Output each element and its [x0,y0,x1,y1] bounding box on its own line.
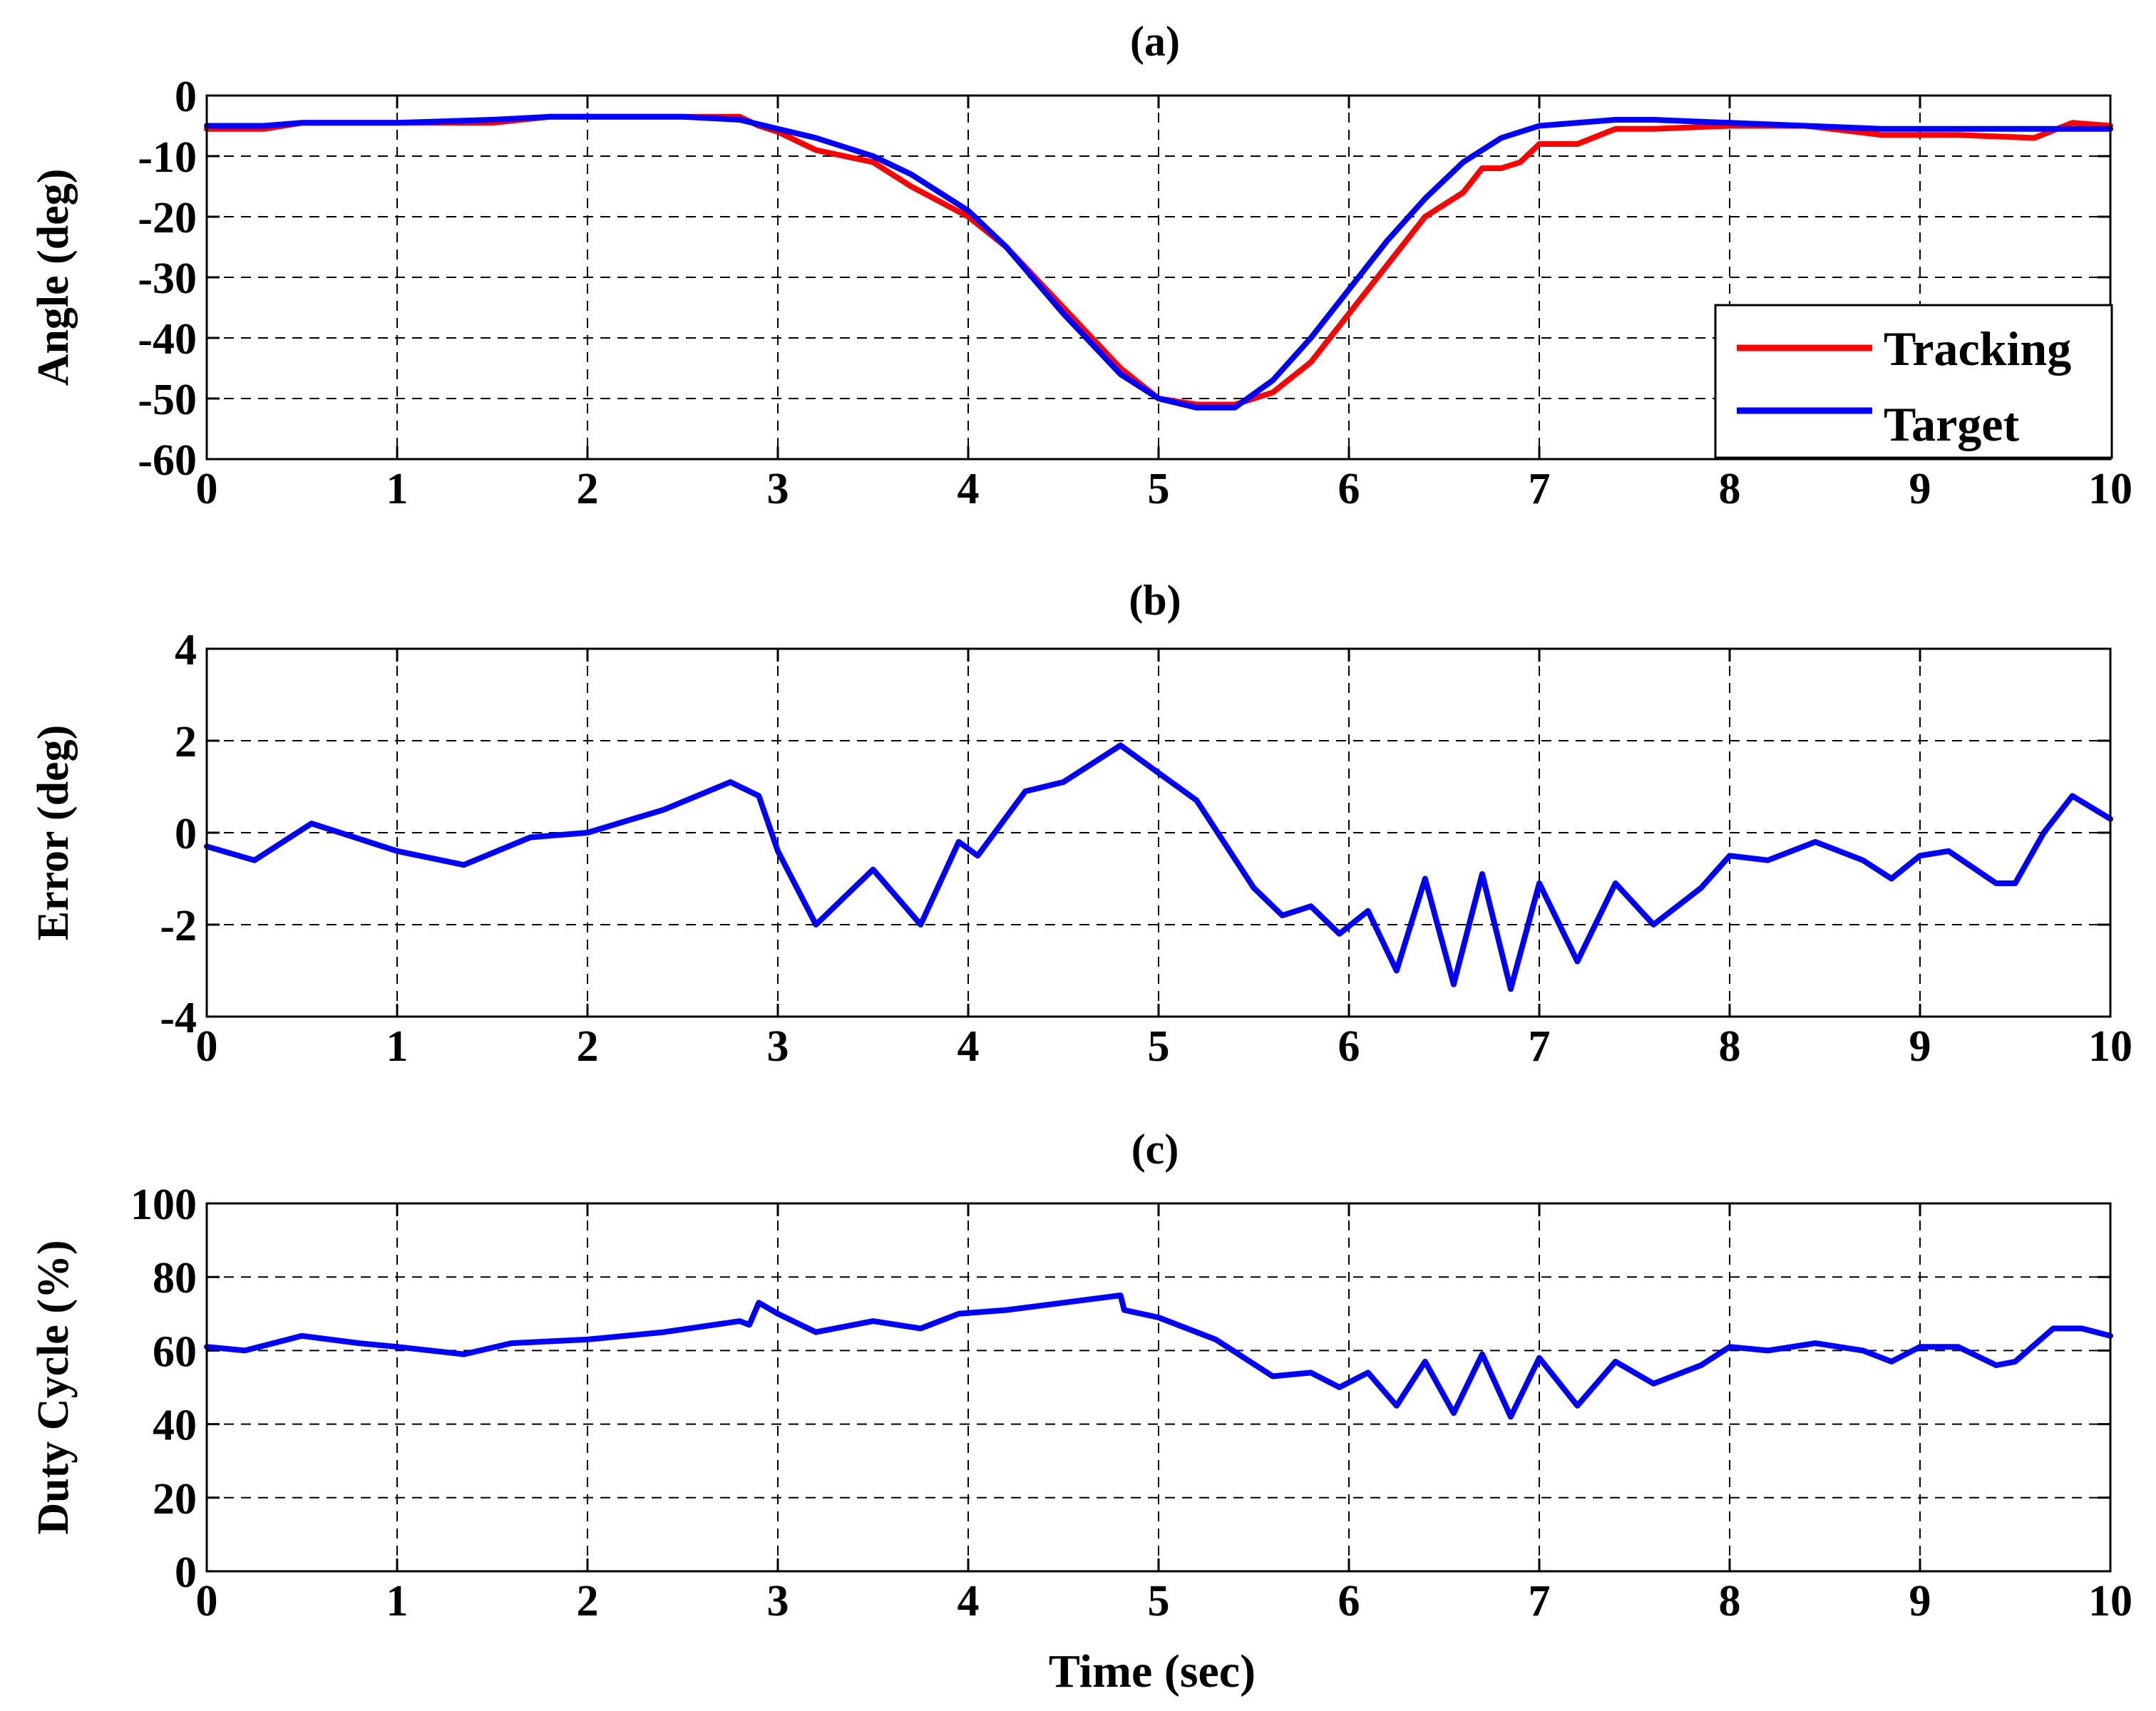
panel-b-xtick-label: 9 [1909,1022,1931,1071]
panel-c-ytick-label: 100 [130,1181,197,1229]
panel-b-xtick-label: 8 [1719,1022,1741,1071]
panel-a-xtick-label: 5 [1148,465,1170,513]
panel-a-title: (a) [1130,18,1180,65]
panel-c-xtick-label: 9 [1909,1577,1931,1625]
panel-a-xtick-label: 1 [386,465,409,513]
panel-b-ytick-label: -2 [160,902,197,950]
panel-a-xtick-label: 7 [1529,465,1551,513]
legend-box [1714,304,2113,459]
panel-a-xtick-label: 6 [1338,465,1360,513]
panel-b-xtick-label: 2 [577,1022,599,1071]
panel-b-ytick-label: -4 [160,994,197,1042]
panel-a-ytick-label: -30 [138,255,197,303]
panel-c-ytick-label: 20 [153,1475,197,1524]
panel-b-xtick-label: 4 [958,1022,980,1071]
panel-b-series-error-line [204,742,2113,992]
panel-a-ytick-label: -20 [138,194,197,242]
panel-c-xtick-label: 6 [1338,1577,1360,1625]
panel-b-ytick-label: 0 [175,810,197,858]
panel-a-xtick-label: 0 [196,465,218,513]
panel-a-xtick-label: 3 [767,465,789,513]
panel-c-ytick-label: 80 [153,1254,197,1302]
panel-c-axes-border [205,1202,2112,1573]
panel-b-ytick-label: 4 [175,626,197,674]
panel-c-xlabel: Time (sec) [1049,1645,1256,1697]
panel-c-xtick-label: 3 [767,1577,789,1625]
panel-b-title: (b) [1129,577,1181,624]
panel-a-ytick-label: -10 [138,133,197,182]
legend: Tracking Target [1714,304,2113,459]
panel-c-series-duty-cycle-line [204,1293,2113,1420]
panel-a-ytick-label: 0 [175,73,197,121]
panel-a-ytick-label: -40 [138,315,197,364]
panel-c-xtick-label: 4 [958,1577,980,1625]
panel-c-ytick-label: 60 [153,1327,197,1376]
panel-a-xtick-label: 10 [2088,465,2132,513]
panel-b-ylabel: Error (deg) [29,725,78,940]
panel-a-xtick-label: 9 [1909,465,1931,513]
panel-b-xtick-label: 10 [2088,1022,2132,1071]
panel-a-axes-border [205,94,2112,461]
panel-c-title: (c) [1131,1126,1179,1173]
panel-c-xtick-label: 8 [1719,1577,1741,1625]
panel-b-xtick-label: 3 [767,1022,789,1071]
panel-b: (b) 0 1 2 3 4 5 6 7 8 9 10 4 2 0 -2 -4 Error (deg) [29,577,2132,1071]
panel-a-xtick-label: 2 [577,465,599,513]
panel-b-axes-border [205,647,2112,1018]
panel-b-xtick-label: 0 [196,1022,218,1071]
panel-c-ylabel: Duty Cycle (%) [29,1240,78,1534]
panel-c-xtick-label: 7 [1529,1577,1551,1625]
panel-a-ylabel: Angle (deg) [29,169,78,386]
panel-c-ytick-label: 40 [153,1402,197,1450]
panel-c-xtick-label: 0 [196,1577,218,1625]
legend-label-target: Target [1884,397,2019,451]
panel-b-ytick-label: 2 [175,718,197,766]
panel-c-xtick-label: 2 [577,1577,599,1625]
panel-b-xtick-label: 5 [1148,1022,1170,1071]
panel-c-xtick-label: 1 [386,1577,409,1625]
panel-a-xtick-label: 8 [1719,465,1741,513]
panel-c-xtick-label: 10 [2088,1577,2132,1625]
panel-c: (c) 0 1 2 3 4 5 6 7 8 9 10 100 80 60 40 20 0 Duty Cycle … [29,1126,2132,1697]
panel-a-ytick-label: -60 [138,436,197,485]
panel-c-xtick-label: 5 [1148,1577,1170,1625]
panel-a-ytick-label: -50 [138,376,197,424]
panel-a-xtick-label: 4 [958,465,980,513]
panel-b-xtick-label: 1 [386,1022,409,1071]
panel-c-ytick-label: 0 [175,1548,197,1597]
legend-label-tracking: Tracking [1884,322,2071,376]
panel-a-series-target-line [204,113,2113,411]
panel-a: (a) 0 1 2 3 4 5 6 7 8 9 10 0 -10 -20 -30 -40 -50 -60 Angl… [29,18,2132,513]
panel-b-xtick-label: 7 [1529,1022,1551,1071]
panel-b-xtick-label: 6 [1338,1022,1360,1071]
